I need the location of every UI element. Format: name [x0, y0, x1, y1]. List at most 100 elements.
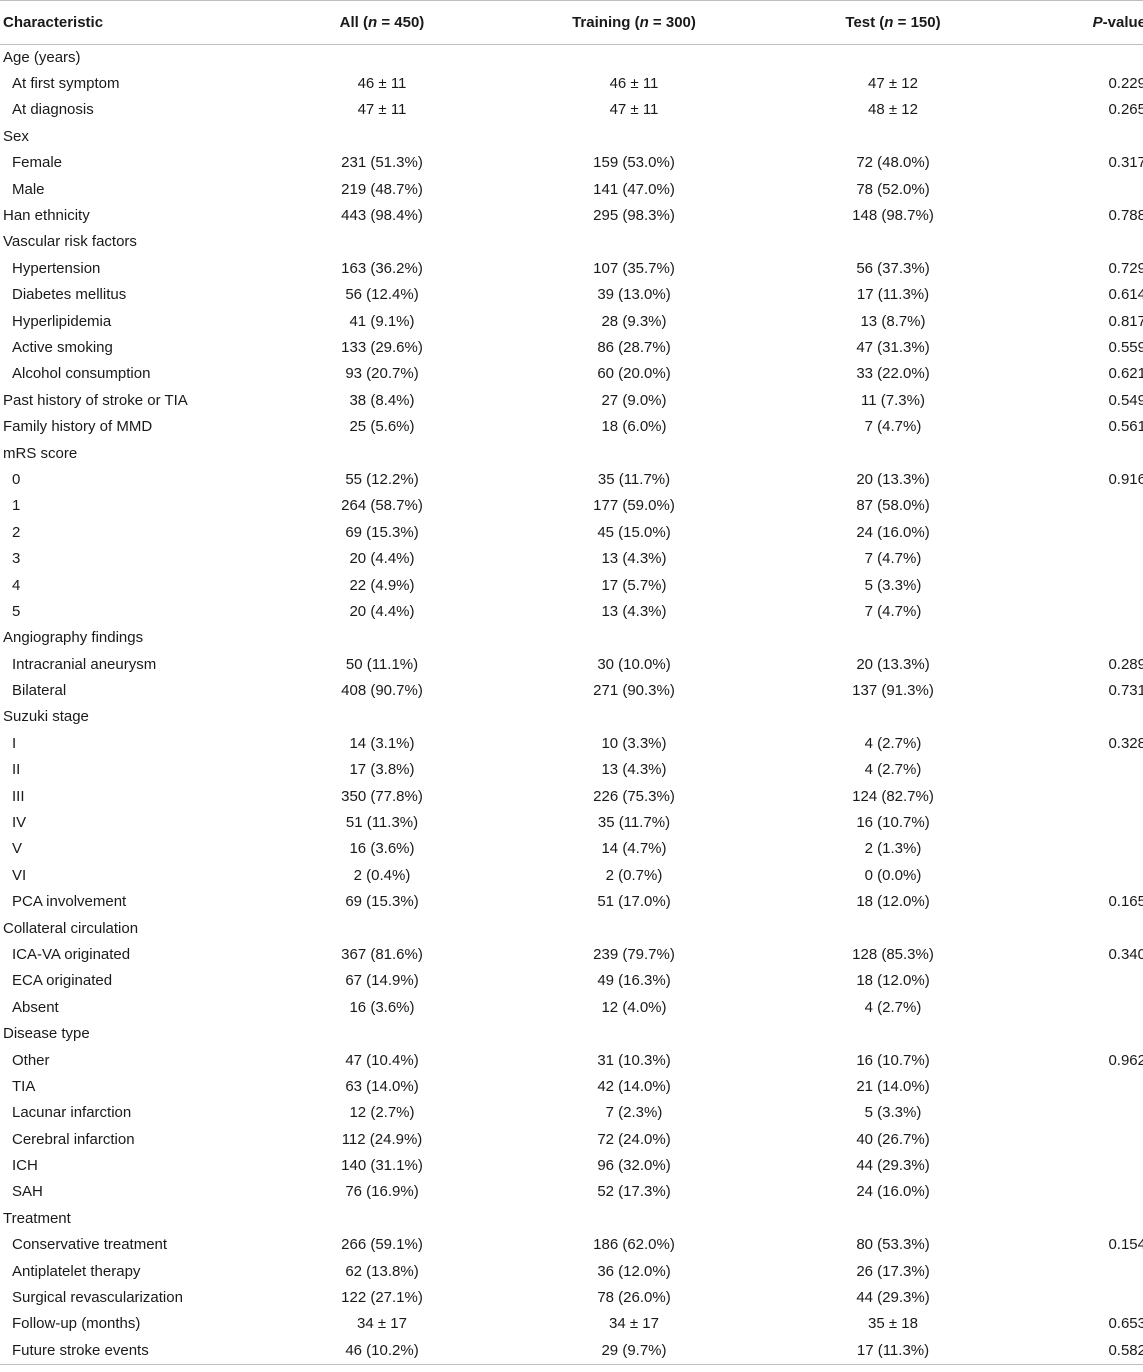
cell-p-value	[1021, 863, 1143, 889]
cell-p-value: 0.582	[1021, 1337, 1143, 1365]
cell-all: 41 (9.1%)	[349, 312, 415, 330]
row-label: Male	[12, 180, 45, 198]
cell-training: 10 (3.3%)	[601, 734, 667, 752]
header-text: Characteristic	[3, 13, 104, 31]
row-label: Absent	[12, 998, 59, 1016]
cell-p-value: 0.229	[1108, 75, 1143, 93]
row-label: Intracranial aneurysm	[12, 655, 157, 673]
cell-p-value	[1021, 440, 1143, 466]
cell-p-value	[1021, 1206, 1143, 1232]
cell-training: 47 ± 11	[609, 101, 659, 119]
cell-training: 86 (28.7%)	[597, 338, 671, 356]
row-label: Family history of MMD	[3, 418, 153, 436]
cell-training: 42 (14.0%)	[597, 1077, 671, 1095]
cell-all: 20 (4.4%)	[349, 602, 415, 620]
cell-test	[765, 124, 1021, 150]
cell-test: 4 (2.7%)	[864, 734, 922, 752]
row-label: PCA involvement	[12, 893, 127, 911]
cell-test: 5 (3.3%)	[864, 576, 922, 594]
cell-test: 26 (17.3%)	[856, 1262, 930, 1280]
cell-training: 2 (0.7%)	[605, 866, 663, 884]
cell-training: 239 (79.7%)	[593, 945, 675, 963]
row-label: Lacunar infarction	[12, 1104, 132, 1122]
row-label: mRS score	[3, 444, 78, 462]
cell-training: 14 (4.7%)	[601, 840, 667, 858]
header-text: All (	[339, 13, 369, 31]
row-label: Past history of stroke or TIA	[3, 391, 188, 409]
table-group-row: Age (years)	[0, 45, 1143, 71]
cell-all: 2 (0.4%)	[353, 866, 411, 884]
table-group-row: Family history of MMD 25 (5.6%) 18 (6.0%) 7…	[0, 414, 1143, 440]
row-label: 0	[12, 470, 21, 488]
cell-p-value: 0.289	[1108, 655, 1143, 673]
cell-training: 226 (75.3%)	[593, 787, 675, 805]
cell-all	[261, 625, 503, 651]
table-row: Alcohol consumption 93 (20.7%) 60 (20.0%) 3…	[0, 361, 1143, 387]
table-row: Cerebral infarction 112 (24.9%) 72 (24.0%)…	[0, 1127, 1143, 1153]
cell-training: 72 (24.0%)	[597, 1130, 671, 1148]
cell-training	[503, 1206, 765, 1232]
cell-test: 35 ± 18	[868, 1315, 918, 1333]
cell-test	[765, 915, 1021, 941]
cell-all: 69 (15.3%)	[345, 523, 419, 541]
row-label: 1	[12, 497, 21, 515]
cell-all: 55 (12.2%)	[345, 470, 419, 488]
table-group-row: Angiography findings	[0, 625, 1143, 651]
cell-p-value	[1021, 783, 1143, 809]
cell-all: 34 ± 17	[357, 1315, 407, 1333]
cell-p-value: 0.549	[1108, 391, 1143, 409]
cell-test: 16 (10.7%)	[856, 1051, 930, 1069]
header-text: Training (	[572, 13, 640, 31]
table-row: Diabetes mellitus 56 (12.4%) 39 (13.0%) 17 …	[0, 282, 1143, 308]
table-row: III 350 (77.8%) 226 (75.3%) 124 (82.7%)	[0, 783, 1143, 809]
cell-training: 49 (16.3%)	[597, 972, 671, 990]
cell-p-value: 0.561	[1108, 418, 1143, 436]
cell-p-value	[1021, 757, 1143, 783]
cell-training: 13 (4.3%)	[601, 602, 667, 620]
cell-all	[261, 704, 503, 730]
header-training: Training (n = 300)	[503, 0, 765, 45]
cell-p-value	[1021, 704, 1143, 730]
header-text: = 450)	[377, 13, 425, 31]
table-row: Male 219 (48.7%) 141 (47.0%) 78 (52.0%)	[0, 176, 1143, 202]
cell-p-value	[1021, 1179, 1143, 1205]
table-row: 4 22 (4.9%) 17 (5.7%) 5 (3.3%)	[0, 572, 1143, 598]
cell-test: 44 (29.3%)	[856, 1157, 930, 1175]
cell-all: 47 (10.4%)	[345, 1051, 419, 1069]
row-label: ECA originated	[12, 972, 113, 990]
row-label: ICA-VA originated	[12, 945, 131, 963]
cell-all: 16 (3.6%)	[349, 840, 415, 858]
cell-training	[503, 124, 765, 150]
row-label: Sex	[3, 127, 29, 145]
cell-test: 47 (31.3%)	[856, 338, 930, 356]
table-group-row: Treatment	[0, 1206, 1143, 1232]
row-label: Bilateral	[12, 682, 67, 700]
cell-all: 14 (3.1%)	[349, 734, 415, 752]
cell-test: 20 (13.3%)	[856, 655, 930, 673]
cell-all	[261, 45, 503, 71]
row-label: Hyperlipidemia	[12, 312, 112, 330]
cell-all: 46 (10.2%)	[261, 1337, 503, 1365]
table-group-row: Vascular risk factors	[0, 229, 1143, 255]
row-label: Disease type	[3, 1025, 90, 1043]
cell-training: 177 (59.0%)	[593, 497, 675, 515]
row-label: III	[12, 787, 25, 805]
table-row: 3 20 (4.4%) 13 (4.3%) 7 (4.7%)	[0, 546, 1143, 572]
cell-test: 7 (4.7%)	[864, 550, 922, 568]
cell-test	[765, 45, 1021, 71]
header-p-value: P-value	[1021, 0, 1143, 45]
cell-test: 124 (82.7%)	[852, 787, 934, 805]
cell-training: 186 (62.0%)	[593, 1236, 675, 1254]
cell-test: 4 (2.7%)	[864, 761, 922, 779]
cell-p-value: 0.154	[1108, 1236, 1143, 1254]
row-label: At first symptom	[12, 75, 120, 93]
cell-test: 56 (37.3%)	[856, 259, 930, 277]
cell-test: 128 (85.3%)	[852, 945, 934, 963]
cell-training: 35 (11.7%)	[597, 814, 671, 832]
cell-test	[765, 625, 1021, 651]
cell-test: 78 (52.0%)	[856, 180, 930, 198]
header-characteristic: Characteristic	[0, 0, 261, 45]
cell-p-value	[1021, 45, 1143, 71]
header-italic-symbol: n	[884, 13, 894, 31]
cell-test: 16 (10.7%)	[856, 814, 930, 832]
